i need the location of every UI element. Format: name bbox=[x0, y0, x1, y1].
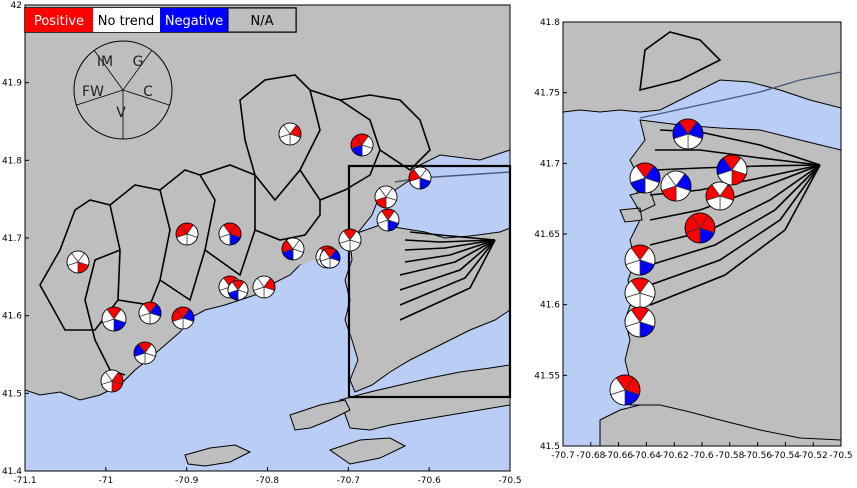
left-y-tick-5: 41.5 bbox=[2, 389, 22, 399]
site-h-pie bbox=[624, 277, 656, 309]
right-x-tick-4: -70.62 bbox=[660, 451, 689, 461]
left-x-tick-1: -71 bbox=[98, 476, 113, 486]
right-x-tick-0: -70.7 bbox=[551, 451, 574, 461]
left-y-tick-2: 41.8 bbox=[2, 156, 22, 166]
site-3-pie bbox=[138, 301, 162, 325]
left-y-tick-4: 41.6 bbox=[2, 312, 22, 322]
right-x-tick-1: -70.68 bbox=[576, 451, 605, 461]
left-x-tick-6: -70.5 bbox=[498, 476, 521, 486]
cape-land bbox=[344, 224, 510, 393]
left-x-tick-3: -70.8 bbox=[256, 476, 280, 486]
site-8-pie bbox=[218, 222, 242, 246]
site-d-pie bbox=[716, 154, 748, 186]
right-y-tick-6: 41.5 bbox=[540, 442, 560, 452]
left-y-tick-1: 41.9 bbox=[2, 79, 22, 89]
key-label-g: G bbox=[133, 54, 144, 70]
right-pies bbox=[609, 118, 748, 406]
site-a-pie bbox=[672, 118, 704, 150]
site-5-pie bbox=[133, 341, 157, 365]
key-divider-1 bbox=[122, 50, 153, 91]
site-11-pie bbox=[278, 122, 302, 146]
site-f-pie bbox=[684, 212, 716, 244]
site-2-pie bbox=[101, 306, 127, 332]
right-x-tick-10: -70.5 bbox=[829, 451, 852, 461]
right-x-tick-9: -70.52 bbox=[799, 451, 828, 461]
pie-key: IM G C V FW bbox=[73, 40, 173, 140]
site-g-pie bbox=[624, 244, 656, 276]
right-x-tick-8: -70.54 bbox=[771, 451, 800, 461]
legend-positive-label: Positive bbox=[34, 14, 84, 29]
zoom-box bbox=[347, 164, 512, 399]
legend-no-trend-label: No trend bbox=[98, 14, 154, 29]
site-13-pie bbox=[281, 237, 305, 261]
site-e-pie bbox=[705, 181, 735, 211]
site-15-pie bbox=[338, 228, 362, 252]
left-y-axis: 42 41.9 41.8 41.7 41.6 41.5 41.4 bbox=[2, 1, 29, 477]
site-7-pie bbox=[175, 222, 199, 246]
site-20-pie bbox=[227, 279, 249, 301]
site-12-pie bbox=[350, 133, 374, 157]
left-y-tick-0: 42 bbox=[11, 1, 22, 11]
right-y-tick-0: 41.8 bbox=[540, 18, 560, 28]
site-18-pie bbox=[408, 166, 432, 190]
legend-swatch-positive bbox=[25, 8, 93, 32]
key-divider-0 bbox=[93, 50, 124, 91]
legend-swatch-na bbox=[227, 7, 297, 33]
site-4-pie bbox=[171, 306, 195, 330]
right-x-tick-5: -70.6 bbox=[690, 451, 714, 461]
left-pies bbox=[66, 122, 432, 393]
key-divider-4 bbox=[76, 89, 124, 106]
key-label-v: V bbox=[116, 105, 126, 121]
right-land-north bbox=[563, 22, 841, 113]
site-10-pie bbox=[252, 275, 276, 299]
right-x-tick-7: -70.56 bbox=[743, 451, 772, 461]
left-map: -71.1 -71 -70.9 -70.8 -70.7 -70.6 -70.5 42 41.9… bbox=[2, 1, 522, 486]
site-b-pie bbox=[629, 162, 661, 194]
left-x-axis: -71.1 -71 -70.9 -70.8 -70.7 -70.6 -70.5 bbox=[13, 467, 522, 486]
key-divider-2 bbox=[122, 89, 170, 106]
right-y-axis: 41.8 41.75 41.7 41.65 41.6 41.55 41.5 bbox=[534, 18, 567, 452]
right-south-shore bbox=[599, 404, 841, 446]
right-x-tick-3: -70.64 bbox=[632, 451, 661, 461]
left-x-tick-5: -70.6 bbox=[418, 476, 442, 486]
right-x-tick-6: -70.58 bbox=[715, 451, 744, 461]
site-j-pie bbox=[609, 374, 641, 406]
legend-negative-label: Negative bbox=[165, 14, 223, 29]
right-y-tick-5: 41.55 bbox=[534, 371, 560, 381]
right-y-tick-4: 41.6 bbox=[540, 301, 560, 311]
site-16-pie bbox=[374, 185, 398, 209]
site-1-pie bbox=[66, 250, 90, 274]
cape-subbasins bbox=[399, 231, 496, 321]
right-y-tick-2: 41.7 bbox=[540, 159, 560, 169]
canal-right bbox=[639, 71, 841, 119]
site-19-pie bbox=[319, 247, 341, 269]
key-label-fw: FW bbox=[82, 84, 104, 100]
left-x-tick-0: -71.1 bbox=[13, 476, 36, 486]
key-label-im: IM bbox=[97, 54, 113, 70]
islands bbox=[184, 399, 407, 467]
site-c-pie bbox=[660, 170, 692, 202]
right-y-tick-1: 41.75 bbox=[534, 89, 560, 99]
legend-swatch-negative bbox=[160, 8, 228, 32]
left-x-tick-4: -70.7 bbox=[337, 476, 360, 486]
site-i-pie bbox=[624, 306, 656, 338]
right-map: -70.7 -70.68-70.66-70.64-70.62 -70.6 -70.58… bbox=[534, 18, 852, 461]
right-x-axis: -70.7 -70.68-70.66-70.64-70.62 -70.6 -70.58… bbox=[551, 442, 853, 461]
left-y-tick-3: 41.7 bbox=[2, 234, 22, 244]
left-x-tick-2: -70.9 bbox=[175, 476, 199, 486]
site-17-pie bbox=[376, 208, 400, 232]
right-x-tick-2: -70.66 bbox=[604, 451, 633, 461]
site-6-pie bbox=[100, 369, 124, 393]
left-y-tick-6: 41.4 bbox=[2, 467, 22, 477]
legend-na-label: N/A bbox=[251, 14, 274, 29]
right-y-tick-3: 41.65 bbox=[534, 230, 560, 240]
key-label-c: C bbox=[143, 84, 153, 100]
legend: Positive No trend Negative N/A IM G C V … bbox=[24, 7, 297, 140]
legend-swatch-no-trend bbox=[93, 8, 160, 32]
